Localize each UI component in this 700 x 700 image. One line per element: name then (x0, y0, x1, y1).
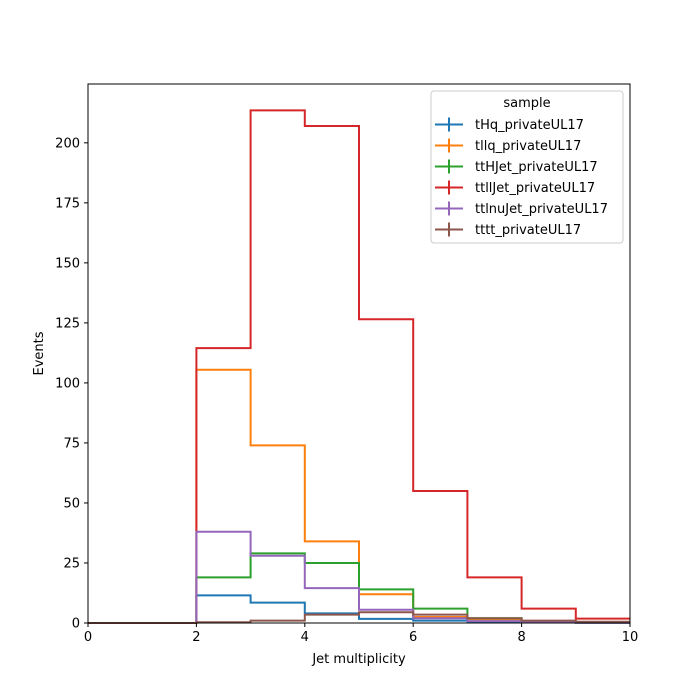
legend-label: ttllJet_privateUL17 (475, 181, 595, 196)
y-tick-label: 175 (55, 196, 80, 211)
x-tick-label: 0 (84, 630, 92, 645)
series-line-3 (88, 109, 630, 624)
legend-entry: ttlnuJet_privateUL17 (435, 201, 608, 217)
x-tick-label: 8 (517, 630, 525, 645)
x-tick-label: 2 (192, 630, 200, 645)
x-tick-label: 6 (409, 630, 417, 645)
legend-title: sample (503, 96, 550, 111)
legend-frame (430, 90, 624, 244)
plot-area (88, 109, 630, 624)
legend: sample tHq_privateUL17 tllq_privateUL17tt… (430, 90, 624, 244)
y-axis: 0 25 50 75 100 125 150 175 200 (55, 136, 88, 632)
legend-label: ttHJet_privateUL17 (475, 160, 598, 175)
legend-items: tHq_privateUL17 tllq_privateUL17 ttHJet_pr… (435, 117, 608, 238)
y-tick-label: 125 (55, 316, 80, 331)
y-axis-label: Events (32, 331, 47, 375)
legend-entry: ttHJet_privateUL17 (435, 159, 598, 175)
y-tick-label: 100 (55, 376, 80, 391)
y-tick-label: 25 (63, 556, 80, 571)
legend-entry: tHq_privateUL17 (435, 117, 584, 133)
x-axis-label: Jet multiplicity (311, 652, 406, 667)
y-tick-label: 150 (55, 256, 80, 271)
legend-label: tHq_privateUL17 (475, 118, 584, 133)
legend-entry: ttllJet_privateUL17 (435, 180, 595, 196)
x-axis: 0 2 4 6 8 10 (84, 623, 638, 645)
y-tick-label: 50 (63, 496, 80, 511)
series-line-4 (88, 530, 630, 624)
legend-label: tllq_privateUL17 (475, 139, 581, 154)
legend-entry: tllq_privateUL17 (435, 138, 581, 154)
legend-label: ttlnuJet_privateUL17 (475, 202, 608, 217)
y-tick-label: 0 (72, 617, 80, 632)
axes-frame (87, 83, 631, 624)
y-tick-label: 200 (55, 136, 80, 151)
y-tick-label: 75 (63, 436, 80, 451)
x-tick-label: 10 (622, 630, 639, 645)
legend-label: tttt_privateUL17 (475, 223, 581, 238)
series-line-5 (88, 611, 630, 624)
x-tick-label: 4 (301, 630, 309, 645)
legend-entry: tttt_privateUL17 (435, 222, 581, 238)
